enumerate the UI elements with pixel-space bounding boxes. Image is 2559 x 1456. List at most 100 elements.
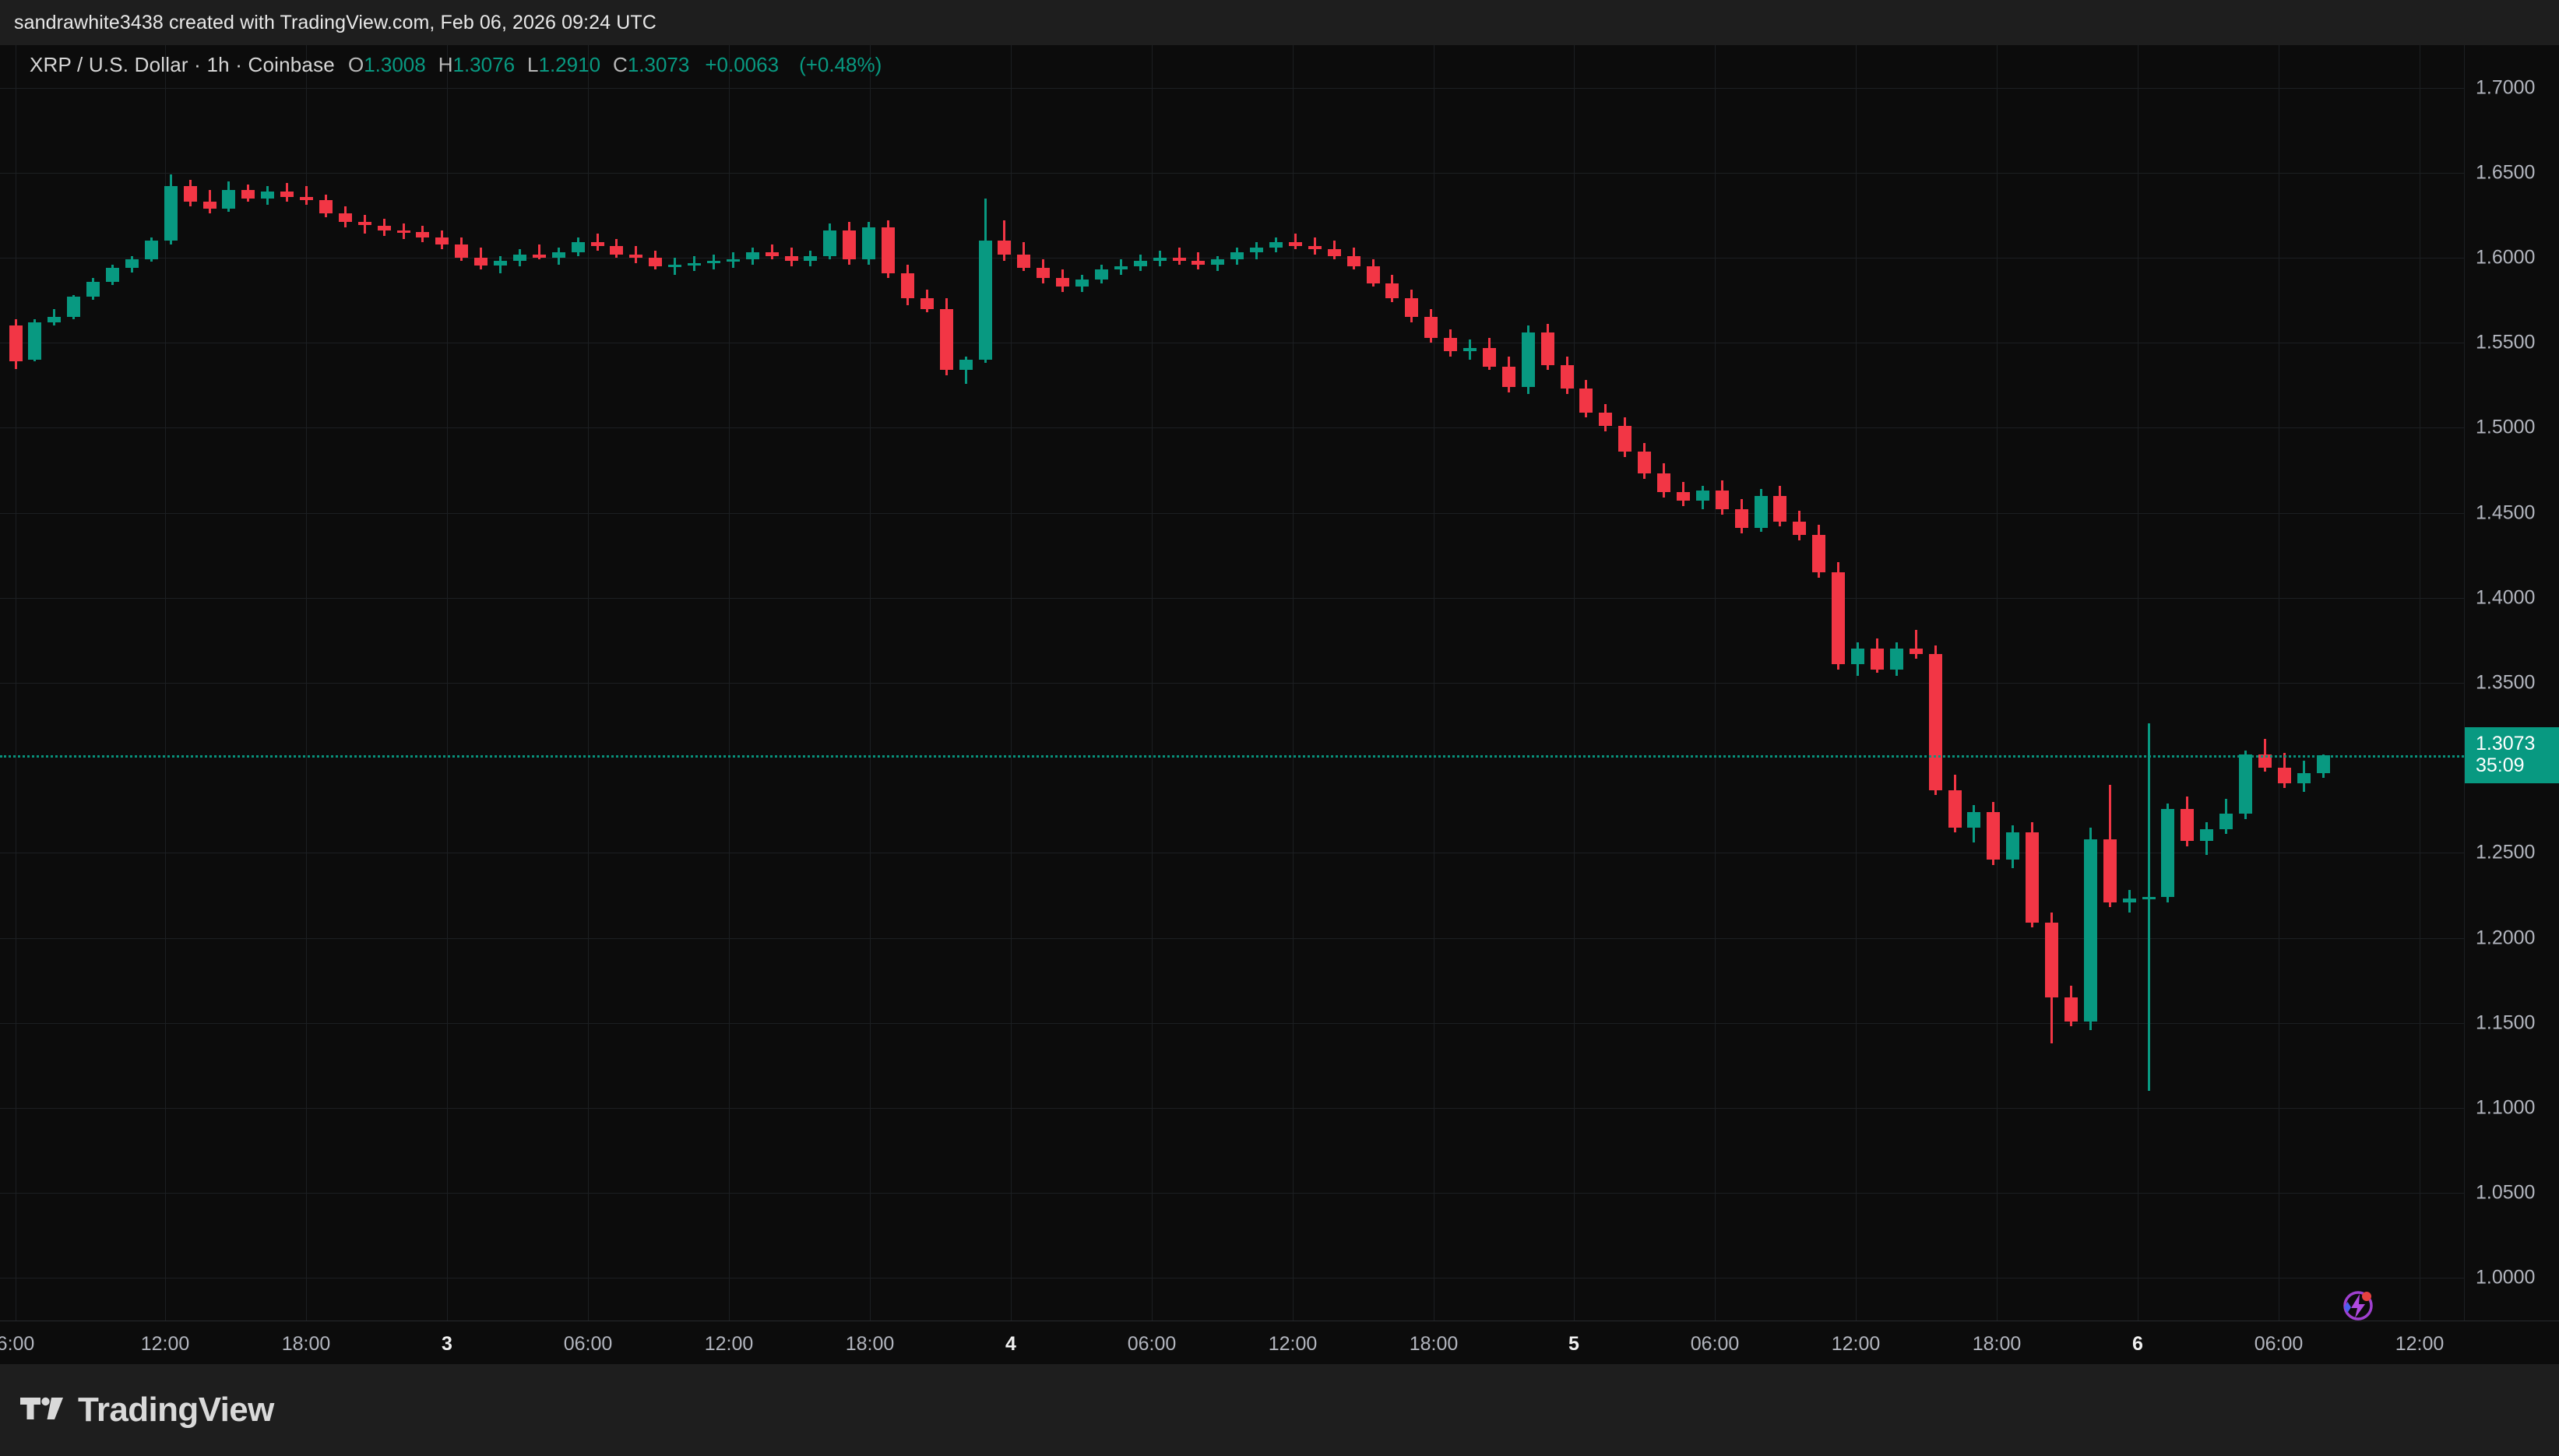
candle-body [1482,347,1496,367]
candle-body [125,259,139,269]
candle-body [610,245,624,255]
candle-body [1385,283,1399,299]
candle-body [2219,814,2233,829]
ohlc-close-key: C [613,52,628,76]
bar-countdown: 35:09 [2476,754,2525,777]
candle-body [1211,259,1225,265]
candle-body [2200,828,2214,842]
candle-body [706,261,720,264]
grid-line-horizontal [0,1022,2464,1024]
candle-body [1889,649,1903,670]
candle-body [532,254,546,258]
candle-body [551,252,565,258]
candle-body [338,213,352,223]
price-axis-tick: 1.2000 [2476,927,2536,949]
candle-body [1870,649,1884,670]
grid-line-horizontal [0,683,2464,684]
candle-body [998,241,1012,255]
grid-line-horizontal [0,512,2464,514]
current-price-line [0,755,2464,758]
time-axis-tick: 12:00 [704,1333,754,1355]
candle-body [1192,261,1206,265]
symbol-title[interactable]: XRP / U.S. Dollar · 1h · Coinbase [30,52,335,76]
candle-body [1793,521,1807,535]
candle-body [1715,491,1729,510]
ohlc-close: C 1.3073 [613,53,689,77]
candle-wick [1313,237,1316,255]
candle-body [1501,366,1515,387]
candle-body [1308,245,1322,250]
candle-body [571,242,585,253]
tradingview-brand[interactable]: TradingView [20,1391,274,1430]
attribution-text: sandrawhite3438 created with TradingView… [14,11,656,33]
price-axis-tick: 1.1500 [2476,1011,2536,1034]
time-axis[interactable]: 6:00 12:00 18:00 3 06:00 12:00 18:00 4 06:00 12:0… [0,1321,2559,1364]
candle-body [1094,269,1108,280]
candle-body [745,252,759,260]
time-axis-tick: 06:00 [2254,1333,2304,1355]
candle-body [1987,811,2001,860]
candle-body [2103,839,2117,902]
price-axis-tick: 1.5500 [2476,331,2536,353]
grid-line-horizontal [0,172,2464,174]
price-axis-tick: 1.0500 [2476,1181,2536,1204]
time-axis-tick-major: 3 [442,1333,452,1355]
candle-body [280,191,294,198]
candle-body [474,258,488,266]
candle-body [164,186,178,241]
candle-body [1230,252,1244,260]
candle-body [2122,899,2136,902]
price-axis-tick: 1.5000 [2476,416,2536,438]
ohlc-close-value: 1.3073 [627,52,690,76]
chart-plot-area[interactable] [0,45,2464,1321]
grid-line-horizontal [0,597,2464,599]
candle-body [1909,649,1923,654]
ai-lightning-icon[interactable] [2332,1281,2381,1331]
candle-body [629,254,643,258]
candle-body [1366,266,1380,283]
candle-body [784,255,798,262]
brand-name: TradingView [78,1391,274,1429]
candle-body [1056,278,1070,287]
candle-body [1579,389,1593,413]
candle-body [396,230,410,234]
candle-body [1967,811,1981,828]
candle-body [726,259,740,262]
attribution-bar: sandrawhite3438 created with TradingView… [0,0,2559,45]
candle-body [512,254,526,262]
candle-body [804,255,818,262]
candle-body [1540,332,1554,365]
candle-body [1754,495,1768,529]
ohlc-low-value: 1.2910 [538,52,601,76]
chart-legend: XRP / U.S. Dollar · 1h · Coinbase O 1.300… [30,48,882,81]
current-price-badge[interactable]: 1.3073 35:09 [2465,727,2559,784]
candle-wick [964,356,967,384]
price-axis-tick: 1.7000 [2476,76,2536,99]
candle-body [882,227,895,273]
time-axis-tick: 12:00 [1831,1333,1881,1355]
candle-body [2277,768,2291,783]
time-axis-tick: 06:00 [1127,1333,1177,1355]
candle-body [1695,491,1709,501]
grid-line-vertical [588,45,589,1321]
candle-wick [1294,234,1297,250]
grid-line-horizontal [0,937,2464,939]
candle-body [1153,258,1167,262]
candle-body [1037,268,1051,279]
candle-wick [1914,630,1917,659]
time-axis-tick: 18:00 [1409,1333,1459,1355]
price-axis[interactable]: 1.7000 1.6500 1.6000 1.5500 1.5000 1.4500 1.40… [2464,45,2559,1321]
ohlc-low: L 1.2910 [527,53,600,77]
candle-body [144,241,158,260]
candle-body [920,298,934,309]
grid-line-horizontal [0,87,2464,89]
candle-body [1327,249,1341,256]
price-axis-tick: 1.1000 [2476,1096,2536,1119]
candle-body [106,268,119,282]
candle-body [1676,492,1690,501]
candle-body [2006,832,2020,860]
candle-body [48,317,62,323]
grid-line-vertical [306,45,307,1321]
ohlc-high-key: H [438,52,453,76]
